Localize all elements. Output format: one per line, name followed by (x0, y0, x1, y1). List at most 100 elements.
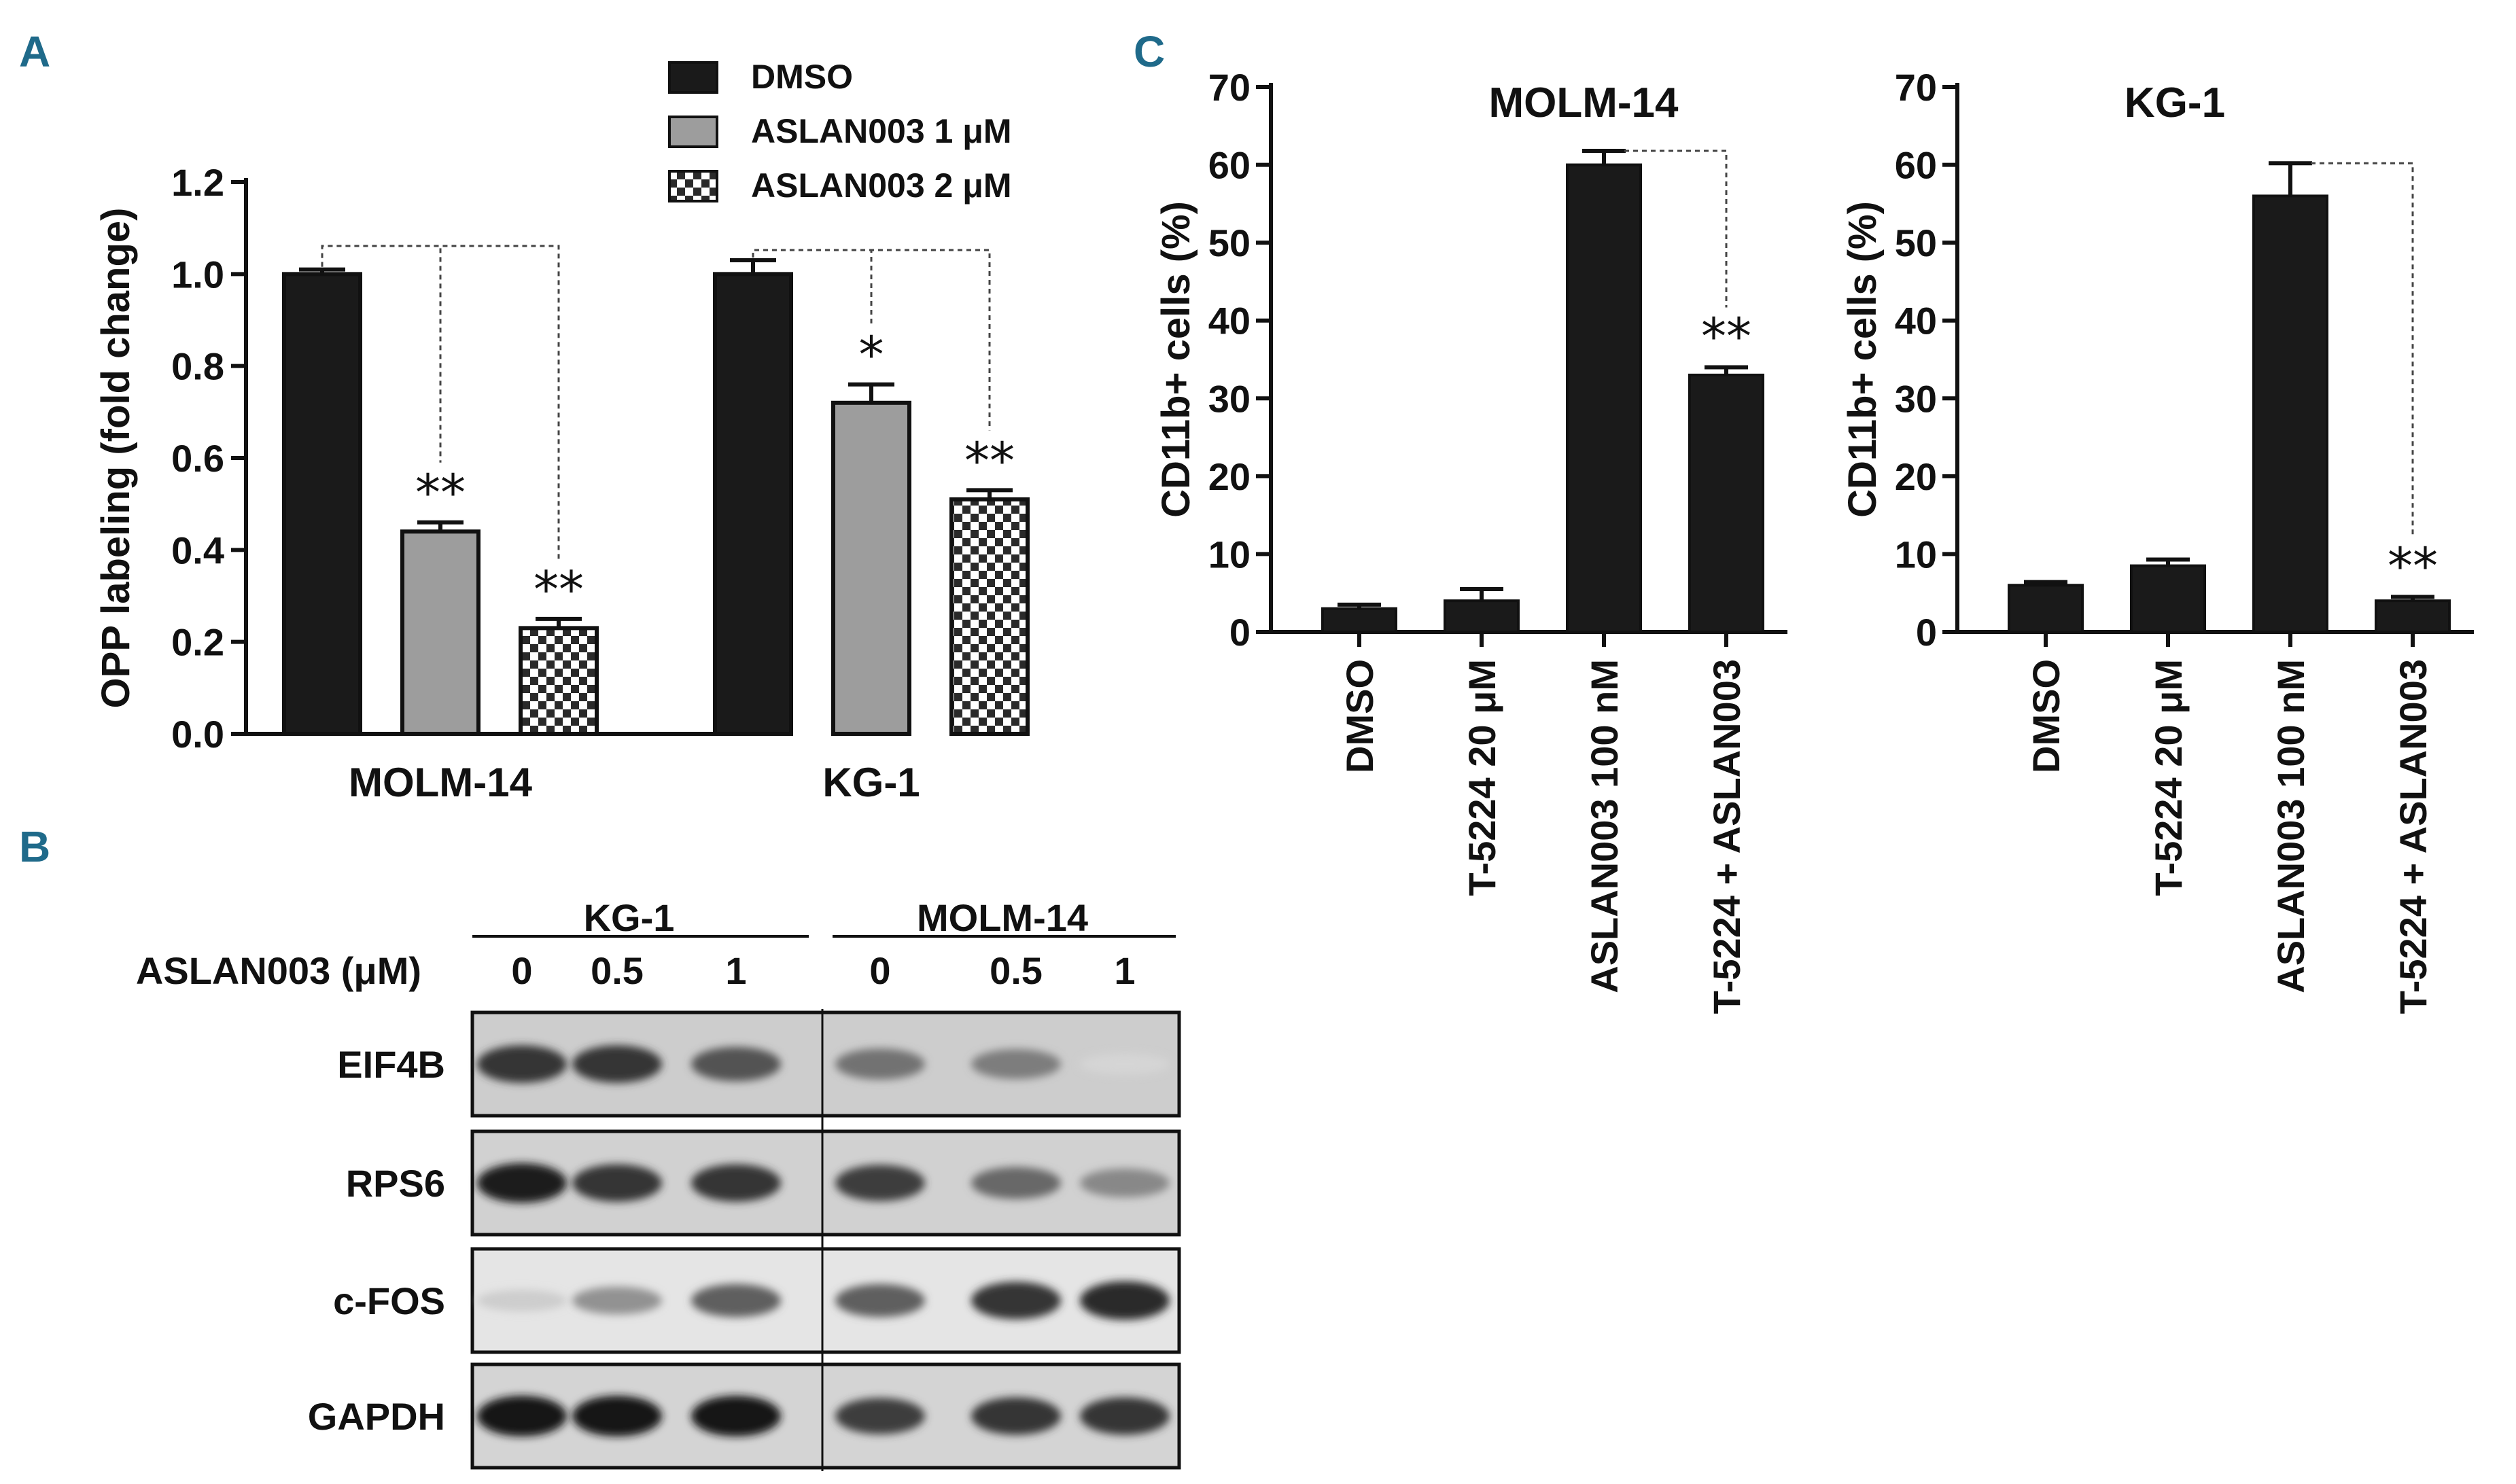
significance-marker: ** (964, 431, 1015, 490)
legend-label: ASLAN003 2 μM (751, 166, 1011, 205)
significance-bracket (1624, 149, 1728, 308)
significance-bracket (752, 249, 991, 431)
panel-c-molm14-chart: 0 10 20 30 40 50 60 70 CD11b+ cells (%) MOLM-14 DM… (1154, 66, 1787, 1014)
blot-band (835, 1398, 925, 1434)
panel-c-kg1-chart: 0 10 20 30 40 50 60 70 CD11b+ cells (%) KG-1 DMSO T… (1840, 66, 2474, 1014)
bar-2 (1566, 163, 1642, 634)
y-tick-label: 0 (1916, 611, 1937, 654)
y-tick-label: 1.0 (171, 253, 224, 296)
blot-lane-label: 0 (511, 949, 532, 992)
significance-bracket (321, 245, 560, 559)
y-tick-label: 60 (1208, 144, 1251, 187)
blot-row-label: RPS6 (346, 1162, 445, 1205)
bar-3 (1688, 373, 1764, 634)
y-tick-label: 20 (1895, 455, 1937, 498)
y-tick-label: 0 (1229, 611, 1251, 654)
y-tick-label: 70 (1895, 66, 1937, 109)
blot-band (572, 1286, 662, 1315)
blot-lane-label: 0.5 (591, 949, 644, 992)
x-category-label: T-5224 + ASLAN003 (2392, 659, 2434, 1014)
chart-title: KG-1 (2125, 80, 2225, 126)
blot-band (971, 1282, 1061, 1320)
y-tick-label: 40 (1895, 300, 1937, 342)
legend-swatch (668, 170, 718, 202)
blot-band (572, 1164, 662, 1202)
blot-row-label: EIF4B (337, 1043, 445, 1086)
blot-lane-label: 1 (1114, 949, 1135, 992)
legend-swatch (668, 61, 718, 94)
blot-band (835, 1048, 925, 1080)
blot-row-label: c-FOS (333, 1279, 445, 1322)
blot-band (1080, 1053, 1170, 1075)
x-category-label: DMSO (2025, 659, 2067, 773)
blot-band (971, 1049, 1061, 1079)
panel-a-chart: 0.0 0.2 0.4 0.6 0.8 1.0 1.2 OPP labeling (fold … (94, 58, 1030, 805)
blot-band (1080, 1168, 1170, 1198)
bar-0-2 (519, 626, 599, 736)
y-tick-label: 60 (1895, 144, 1937, 187)
x-category-label: T-5224 20 μM (2147, 659, 2190, 896)
x-category-label: MOLM-14 (349, 760, 533, 805)
blot-band (691, 1164, 781, 1202)
blot-band (971, 1167, 1061, 1199)
y-tick-label: 0.6 (171, 437, 224, 480)
blot-band (691, 1284, 781, 1318)
blot-lane-label: 0 (869, 949, 890, 992)
bar-0-1 (400, 529, 481, 736)
y-tick-label: 10 (1895, 533, 1937, 576)
significance-marker: ** (534, 561, 584, 619)
y-tick-label: 10 (1208, 533, 1251, 576)
y-tick-label: 0.8 (171, 345, 224, 388)
panel-letter-a: A (19, 27, 50, 76)
x-category-label: T-5224 + ASLAN003 (1705, 659, 1748, 1014)
significance-marker: ** (1701, 307, 1751, 366)
blot-band (691, 1046, 781, 1082)
blot-band (835, 1284, 925, 1318)
y-tick-label: 50 (1208, 222, 1251, 264)
panel-letter-b: B (19, 822, 50, 871)
blot-band (1080, 1397, 1170, 1435)
y-tick-label: 0.2 (171, 621, 224, 664)
blot-row-label: GAPDH (308, 1395, 445, 1438)
bar-0 (2008, 584, 2084, 633)
panel-letter-c: C (1134, 27, 1165, 76)
y-tick-label: 0.0 (171, 713, 224, 756)
blot-band (572, 1045, 662, 1083)
x-category-label: KG-1 (822, 760, 920, 805)
y-tick-label: 1.2 (171, 161, 224, 204)
legend-swatch (668, 116, 718, 148)
blot-band (477, 1290, 567, 1311)
y-tick-label: 20 (1208, 455, 1251, 498)
x-category-label: ASLAN003 100 nM (2269, 659, 2312, 993)
y-tick-label: 30 (1208, 377, 1251, 420)
bar-1 (2130, 564, 2206, 633)
bar-0 (1321, 607, 1397, 634)
blot-band (1080, 1281, 1170, 1320)
y-tick-label: 70 (1208, 66, 1251, 109)
panel-b-western-blot: KG-1 MOLM-14 ASLAN003 (μM) 0 0.5 1 0 0.5 1 EIF4B R… (136, 896, 1181, 1471)
y-axis-label: CD11b+ cells (%) (1840, 201, 1885, 518)
chart-title: MOLM-14 (1489, 80, 1679, 126)
x-category-label: T-5224 20 μM (1461, 659, 1503, 896)
significance-bracket (2311, 162, 2414, 537)
bar-1-2 (949, 497, 1030, 737)
significance-marker: ** (415, 464, 466, 523)
bar-1 (1444, 599, 1520, 634)
blot-band (572, 1396, 662, 1436)
y-tick-label: 40 (1208, 300, 1251, 342)
blot-treatment-label: ASLAN003 (μM) (136, 949, 421, 992)
blot-lane-label: 1 (725, 949, 746, 992)
significance-marker: * (859, 326, 884, 385)
blot-band (477, 1396, 567, 1436)
blot-band (835, 1165, 925, 1201)
legend-label: DMSO (751, 58, 853, 96)
blot-group-label: MOLM-14 (917, 896, 1088, 939)
bar-3 (2375, 599, 2451, 634)
blot-band (971, 1397, 1061, 1435)
bar-1-0 (713, 272, 793, 737)
y-tick-label: 0.4 (171, 529, 224, 571)
blot-band (477, 1163, 567, 1203)
blot-lane-label: 0.5 (990, 949, 1043, 992)
significance-marker: ** (2388, 537, 2438, 595)
